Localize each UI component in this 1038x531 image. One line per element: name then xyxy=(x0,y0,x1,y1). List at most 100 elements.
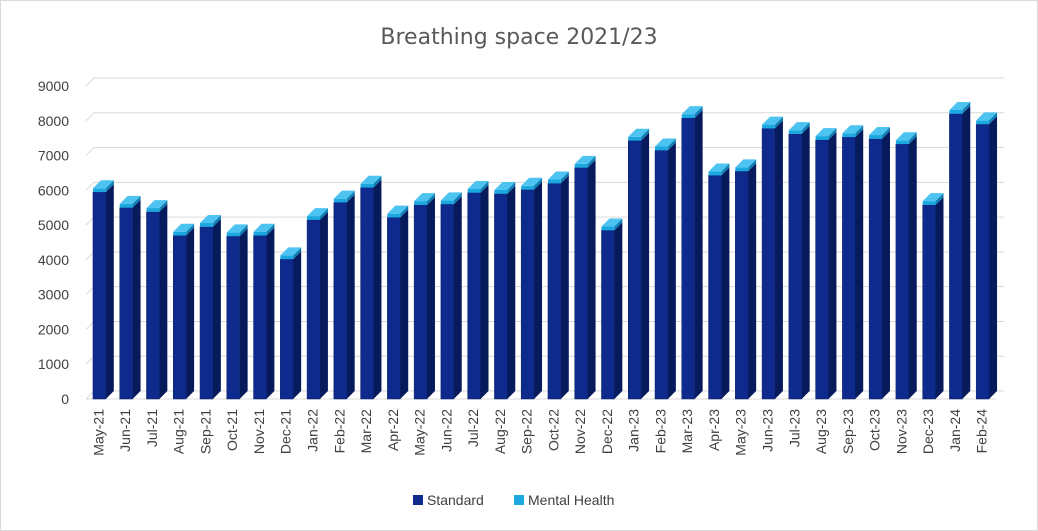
x-tick-label: May-23 xyxy=(733,409,749,456)
bar-side-mental-health xyxy=(132,195,141,208)
bar-side-mental-health xyxy=(721,163,730,176)
bar-side-standard xyxy=(319,211,328,399)
bar-standard xyxy=(574,167,588,400)
bar-side-mental-health xyxy=(935,193,944,205)
bar-side-standard xyxy=(239,228,248,399)
x-tick-label: Sep-22 xyxy=(519,409,535,454)
bar-top-mental-health xyxy=(173,223,195,232)
bar xyxy=(467,180,489,400)
x-tick-label: Jul-21 xyxy=(144,409,160,447)
bar-mental-health xyxy=(387,213,401,218)
bar-side-standard xyxy=(293,251,302,399)
bar-standard xyxy=(360,187,374,400)
bar xyxy=(253,223,275,400)
x-tick-label: Aug-22 xyxy=(492,409,508,454)
bar-side-mental-health xyxy=(828,128,837,140)
bar xyxy=(199,215,221,400)
bar-top-mental-health xyxy=(815,128,837,137)
bar xyxy=(868,127,890,400)
gridline xyxy=(85,251,1004,261)
chart-title: Breathing space 2021/23 xyxy=(380,25,657,50)
bar xyxy=(119,195,141,400)
x-tick-label: Nov-22 xyxy=(572,409,588,454)
bar-mental-health xyxy=(762,124,775,129)
bar-mental-health xyxy=(146,208,160,212)
bar-standard xyxy=(654,150,669,400)
bar-side-standard xyxy=(962,105,971,400)
legend: Standard Mental Health xyxy=(413,492,614,508)
bar-standard xyxy=(92,191,107,400)
bar xyxy=(387,205,409,400)
bar-standard xyxy=(949,113,963,400)
bar-side-standard xyxy=(801,125,810,399)
y-tick-label: 6000 xyxy=(38,182,69,198)
x-tick-label: Oct-21 xyxy=(224,409,240,451)
bar-side-standard xyxy=(266,227,275,399)
x-tick-label: Feb-22 xyxy=(331,409,347,454)
bar-top-mental-health xyxy=(949,101,971,110)
bar xyxy=(333,190,355,400)
bar-side-mental-health xyxy=(801,122,810,134)
gridline xyxy=(85,216,1004,226)
bar-side-standard xyxy=(774,120,783,399)
x-tick-label: Jan-22 xyxy=(305,409,321,452)
x-tick-label: Apr-23 xyxy=(706,409,722,451)
bar-side-mental-health xyxy=(239,224,248,237)
x-tick-label: Aug-23 xyxy=(813,409,829,454)
bar-side-mental-health xyxy=(212,215,221,227)
bar-side-mental-health xyxy=(534,177,543,190)
bar xyxy=(681,106,703,400)
bar-top-mental-health xyxy=(146,200,168,209)
x-tick-label: Nov-23 xyxy=(893,409,909,454)
y-tick-label: 3000 xyxy=(38,287,69,303)
bar-top-mental-health xyxy=(494,181,516,190)
bar-side-mental-health xyxy=(881,127,890,139)
bar-standard xyxy=(494,193,508,400)
bar-mental-health xyxy=(360,183,374,188)
bar xyxy=(306,208,328,400)
bar-standard xyxy=(253,235,267,400)
bar-mental-health xyxy=(173,231,187,236)
bar xyxy=(520,177,543,400)
bar xyxy=(574,155,596,400)
bar-standard xyxy=(708,175,722,400)
x-tick-label: Jan-24 xyxy=(947,409,963,452)
bar-top-mental-health xyxy=(253,223,275,232)
bar-side-mental-health xyxy=(587,155,596,168)
x-tick-label: Oct-22 xyxy=(545,409,561,451)
x-tick-label: Feb-24 xyxy=(974,409,990,454)
bar-side-standard xyxy=(373,179,382,399)
bar-top-mental-health xyxy=(655,138,676,147)
bar-mental-health xyxy=(708,171,722,176)
bar-mental-health xyxy=(467,188,481,193)
bar-mental-health xyxy=(735,167,749,172)
bar-side-mental-health xyxy=(319,208,328,220)
bar-side-mental-health xyxy=(560,171,569,184)
bar-standard xyxy=(387,217,401,400)
x-tick-label: Aug-21 xyxy=(171,409,187,454)
bar-side-mental-health xyxy=(480,180,489,193)
legend-swatch-standard xyxy=(413,495,423,505)
x-tick-label: Jun-21 xyxy=(117,409,133,452)
x-tick-label: Jul-22 xyxy=(465,409,481,447)
bar-standard xyxy=(280,258,294,400)
bar-mental-health xyxy=(280,255,294,260)
bar-top-mental-health xyxy=(92,180,114,189)
bar xyxy=(949,101,971,400)
x-tick-label: Apr-22 xyxy=(385,409,401,451)
bar xyxy=(92,180,114,400)
y-tick-label: 7000 xyxy=(38,148,69,164)
gridline xyxy=(85,112,1004,122)
bar-side-standard xyxy=(855,129,864,399)
gridline xyxy=(85,77,1004,87)
bar-mental-health xyxy=(414,201,427,205)
bar-side-mental-health xyxy=(159,200,168,212)
bar-side-mental-health xyxy=(426,193,435,205)
x-tick-label: Jul-23 xyxy=(786,409,802,447)
bar-standard xyxy=(895,143,909,400)
bar-side-standard xyxy=(641,132,650,399)
bar-mental-health xyxy=(92,188,106,193)
bar-side-mental-health xyxy=(453,192,462,205)
bar xyxy=(628,128,650,400)
